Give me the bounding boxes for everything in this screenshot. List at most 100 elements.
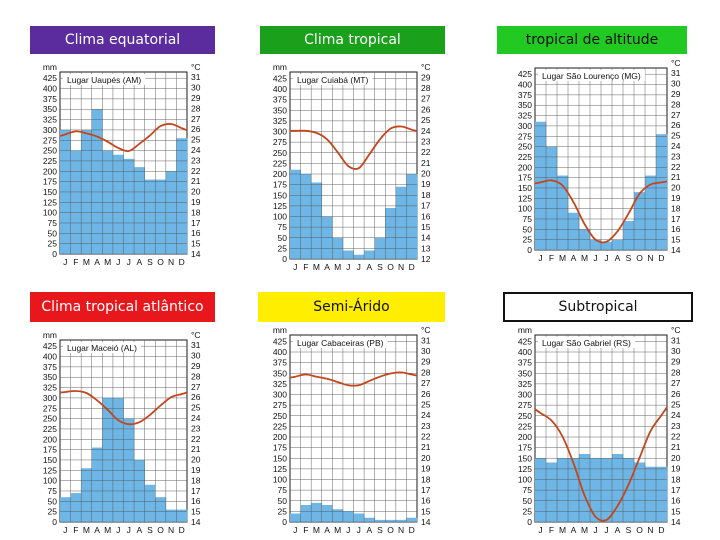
month-label: J xyxy=(357,525,361,535)
temp-tick-label: 21 xyxy=(671,442,681,452)
temp-tick-label: 20 xyxy=(671,183,681,193)
month-label: F xyxy=(303,262,308,272)
precip-bar xyxy=(535,121,547,250)
month-label: N xyxy=(168,257,174,267)
precip-tick-label: 375 xyxy=(518,90,532,100)
precip-tick-label: 25 xyxy=(48,239,58,249)
temp-tick-label: 25 xyxy=(191,403,201,413)
precip-tick-label: 325 xyxy=(273,116,287,126)
precip-bar xyxy=(290,169,301,259)
precip-bar xyxy=(112,154,124,254)
precip-bar xyxy=(395,519,407,522)
precip-tick-label: 325 xyxy=(518,111,532,121)
precip-bar xyxy=(601,241,613,250)
temperature-line xyxy=(59,390,188,426)
month-label: N xyxy=(168,525,174,535)
precip-tick-label: 125 xyxy=(43,197,57,207)
temp-tick-label: 26 xyxy=(421,389,431,399)
precip-tick-label: 375 xyxy=(273,358,287,368)
month-label: M xyxy=(581,253,588,263)
month-label: J xyxy=(538,525,542,535)
temp-tick-label: 17 xyxy=(421,201,431,211)
temp-tick-label: 14 xyxy=(191,517,201,527)
precip-tick-label: 400 xyxy=(43,84,57,94)
location-label: Lugar Uaupés (AM) xyxy=(67,75,141,85)
temp-tick-label: 29 xyxy=(191,93,201,103)
precip-tick-label: 125 xyxy=(273,201,287,211)
month-label: D xyxy=(409,525,415,535)
temp-tick-label: 23 xyxy=(671,421,681,431)
temp-tick-label: 18 xyxy=(191,207,201,217)
temp-tick-label: 26 xyxy=(191,392,201,402)
precip-tick-label: 225 xyxy=(43,424,57,434)
precip-tick-label: 400 xyxy=(273,84,287,94)
precip-tick-label: 275 xyxy=(43,403,57,413)
month-label: J xyxy=(293,262,297,272)
precip-tick-label: 100 xyxy=(43,476,57,486)
temp-tick-label: 18 xyxy=(671,203,681,213)
temp-tick-label: 30 xyxy=(191,351,201,361)
precip-tick-label: 250 xyxy=(43,414,57,424)
month-label: J xyxy=(63,257,67,267)
temp-tick-label: 16 xyxy=(191,496,201,506)
precip-bar xyxy=(144,179,156,254)
temp-tick-label: 30 xyxy=(421,346,431,356)
precip-tick-label: 425 xyxy=(43,73,57,83)
temp-tick-label: 30 xyxy=(671,79,681,89)
location-label-bg xyxy=(293,337,388,348)
temp-tick-label: 13 xyxy=(421,243,431,253)
precip-tick-label: 250 xyxy=(273,148,287,158)
precip-bar xyxy=(612,454,624,522)
precip-bar xyxy=(311,182,323,259)
precip-tick-label: 300 xyxy=(273,127,287,137)
temp-tick-label: 27 xyxy=(421,94,431,104)
temp-tick-label: 20 xyxy=(191,455,201,465)
temp-tick-label: 20 xyxy=(191,187,201,197)
climate-chart-sao-gabriel: 0 25 50 75 100 125 150 175 200 225 250 275 300 325 350… xyxy=(505,323,695,538)
month-label: N xyxy=(398,525,404,535)
precip-tick-label: 100 xyxy=(518,475,532,485)
precip-tick-label: 175 xyxy=(273,180,287,190)
precip-bar xyxy=(60,497,71,522)
precip-tick-label: 150 xyxy=(518,183,532,193)
precip-tick-label: 400 xyxy=(43,352,57,362)
temp-tick-label: 24 xyxy=(421,126,431,136)
temp-tick-label: 17 xyxy=(671,485,681,495)
temp-tick-label: 21 xyxy=(671,172,681,182)
precip-bar xyxy=(374,519,386,522)
temp-tick-label: 21 xyxy=(421,158,431,168)
precip-tick-label: 300 xyxy=(43,125,57,135)
month-label: J xyxy=(346,525,350,535)
climate-chart-maceio: 0 25 50 75 100 125 150 175 200 225 250 275 300 325 350… xyxy=(30,328,215,538)
precip-tick-label: 350 xyxy=(518,100,532,110)
precip-tick-label: 375 xyxy=(43,362,57,372)
temp-tick-label: 27 xyxy=(191,382,201,392)
precip-tick-label: 225 xyxy=(273,421,287,431)
precip-tick-label: 350 xyxy=(273,105,287,115)
precip-tick-label: 75 xyxy=(278,222,288,232)
precip-tick-label: 225 xyxy=(43,156,57,166)
precip-tick-label: 100 xyxy=(273,212,287,222)
precip-bar xyxy=(623,221,635,250)
temp-tick-label: 25 xyxy=(671,399,681,409)
precip-tick-label: 425 xyxy=(518,336,532,346)
month-label: A xyxy=(367,525,373,535)
precip-tick-label: 150 xyxy=(273,453,287,463)
temperature-line xyxy=(289,371,418,387)
precip-bar xyxy=(342,511,354,522)
month-label: A xyxy=(615,253,621,263)
month-label: F xyxy=(73,525,78,535)
month-label: A xyxy=(94,525,100,535)
precip-tick-label: 425 xyxy=(518,69,532,79)
month-label: A xyxy=(324,262,330,272)
month-label: J xyxy=(127,257,131,267)
location-label: Lugar Cuiabá (MT) xyxy=(297,75,369,85)
temp-tick-label: 20 xyxy=(421,169,431,179)
precip-tick-label: 150 xyxy=(43,187,57,197)
precip-bar xyxy=(155,179,167,254)
month-label: A xyxy=(94,257,100,267)
precip-tick-label: 25 xyxy=(48,507,58,517)
precip-tick-label: 200 xyxy=(43,434,57,444)
precip-bar xyxy=(332,509,344,522)
temp-tick-label: 22 xyxy=(191,166,201,176)
